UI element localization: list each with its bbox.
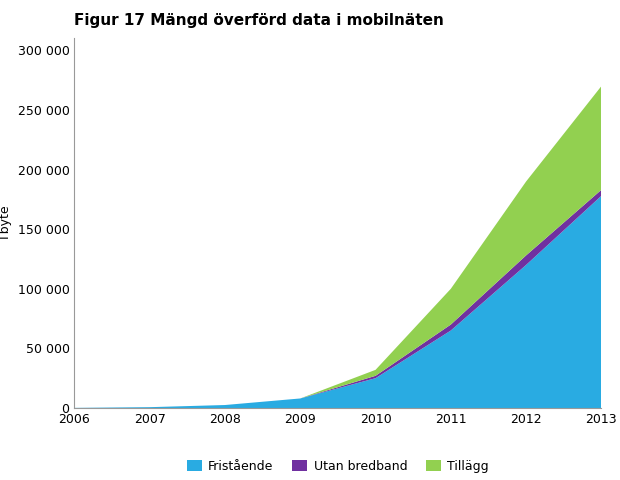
Legend: Fristående, Utan bredband, Tillägg: Fristående, Utan bredband, Tillägg bbox=[182, 455, 494, 478]
Text: Figur 17 Mängd överförd data i mobilnäten: Figur 17 Mängd överförd data i mobilnäte… bbox=[74, 12, 445, 27]
Y-axis label: Tbyte: Tbyte bbox=[0, 205, 12, 241]
